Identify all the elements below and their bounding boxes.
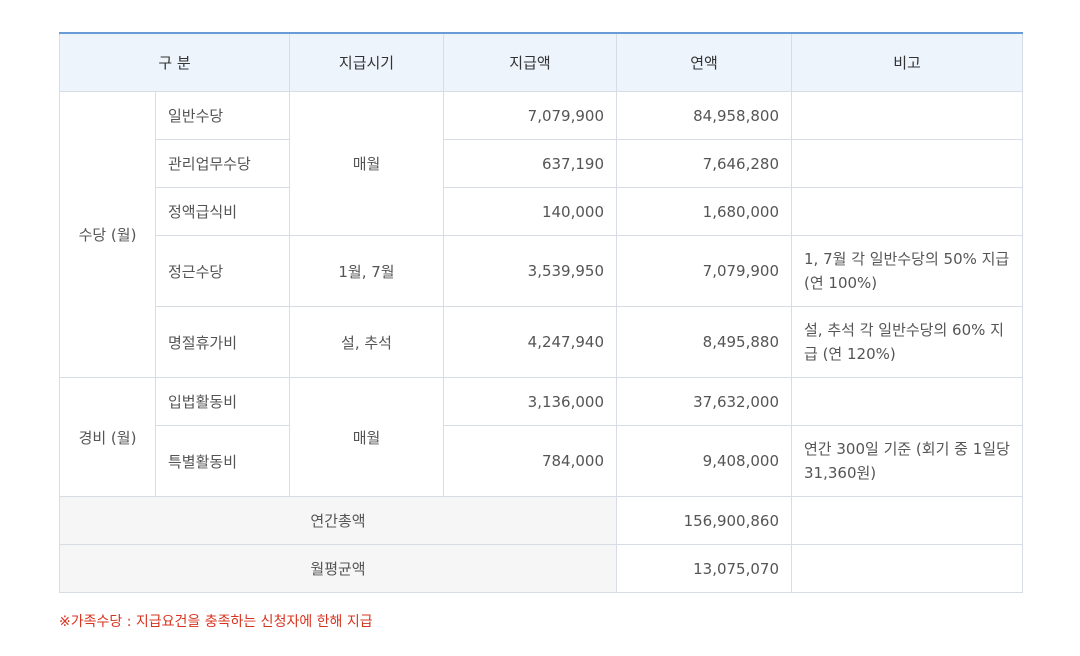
- note-cell: [791, 187, 1023, 236]
- annual-cell: 8,495,880: [616, 306, 792, 378]
- item-label: 정근수당: [155, 235, 290, 307]
- timing-cell: 매월: [289, 377, 444, 497]
- item-label: 입법활동비: [155, 377, 290, 426]
- note-cell: 1, 7월 각 일반수당의 50% 지급 (연 100%): [791, 235, 1023, 307]
- table-row: 정근수당 1월, 7월 3,539,950 7,079,900 1, 7월 각 …: [60, 235, 1023, 307]
- table-row: 정액급식비 140,000 1,680,000: [60, 187, 1023, 236]
- table-row: 수당 (월) 일반수당 매월 7,079,900 84,958,800: [59, 91, 1023, 378]
- table-row: 명절휴가비 설, 추석 4,247,940 8,495,880 설, 추석 각 …: [60, 306, 1023, 378]
- table-header-row: 구 분 지급시기 지급액 연액 비고: [59, 32, 1023, 92]
- amount-cell: 4,247,940: [443, 306, 617, 378]
- item-label: 관리업무수당: [155, 139, 290, 188]
- header-amount: 지급액: [443, 32, 617, 92]
- monthly-avg-row: 월평균액 13,075,070: [59, 544, 1023, 593]
- header-note: 비고: [791, 32, 1023, 92]
- note-cell: [791, 91, 1023, 140]
- annual-cell: 7,079,900: [616, 235, 792, 307]
- item-label: 특별활동비: [155, 425, 290, 497]
- amount-cell: 3,539,950: [443, 235, 617, 307]
- allowance-table: 구 분 지급시기 지급액 연액 비고 수당 (월) 일반수당 매월 7,079,…: [59, 32, 1023, 593]
- total-annual-row: 연간총액 156,900,860: [59, 496, 1023, 545]
- header-timing: 지급시기: [289, 32, 444, 92]
- note-cell: [791, 139, 1023, 188]
- note-cell: [791, 544, 1023, 593]
- amount-cell: 637,190: [443, 139, 617, 188]
- timing-cell: 1월, 7월: [289, 235, 444, 307]
- item-label: 정액급식비: [155, 187, 290, 236]
- note-cell: [791, 377, 1023, 426]
- timing-cell: 매월: [289, 91, 444, 236]
- footnote: ※가족수당 : 지급요건을 충족하는 신청자에 한해 지급: [59, 614, 373, 630]
- amount-cell: 140,000: [443, 187, 617, 236]
- note-cell: [791, 496, 1023, 545]
- annual-cell: 1,680,000: [616, 187, 792, 236]
- total-annual-label: 연간총액: [59, 496, 617, 545]
- amount-cell: 7,079,900: [443, 91, 617, 140]
- annual-cell: 9,408,000: [616, 425, 792, 497]
- group-expense-label: 경비 (월): [59, 377, 156, 497]
- table-row: 특별활동비 784,000 9,408,000 연간 300일 기준 (회기 중…: [60, 425, 1023, 497]
- annual-cell: 84,958,800: [616, 91, 792, 140]
- note-cell: 연간 300일 기준 (회기 중 1일당 31,360원): [791, 425, 1023, 497]
- annual-cell: 37,632,000: [616, 377, 792, 426]
- group-allowance-label: 수당 (월): [59, 91, 156, 378]
- timing-cell: 설, 추석: [289, 306, 444, 378]
- header-category: 구 분: [59, 32, 290, 92]
- table-row: 경비 (월) 입법활동비 매월 3,136,000 37,632,000: [59, 377, 1023, 497]
- total-annual-value: 156,900,860: [616, 496, 792, 545]
- note-cell: 설, 추석 각 일반수당의 60% 지급 (연 120%): [791, 306, 1023, 378]
- header-annual: 연액: [616, 32, 792, 92]
- item-label: 일반수당: [155, 91, 290, 140]
- item-label: 명절휴가비: [155, 306, 290, 378]
- table-row: 관리업무수당 637,190 7,646,280: [60, 139, 1023, 188]
- monthly-avg-label: 월평균액: [59, 544, 617, 593]
- monthly-avg-value: 13,075,070: [616, 544, 792, 593]
- amount-cell: 3,136,000: [443, 377, 617, 426]
- amount-cell: 784,000: [443, 425, 617, 497]
- annual-cell: 7,646,280: [616, 139, 792, 188]
